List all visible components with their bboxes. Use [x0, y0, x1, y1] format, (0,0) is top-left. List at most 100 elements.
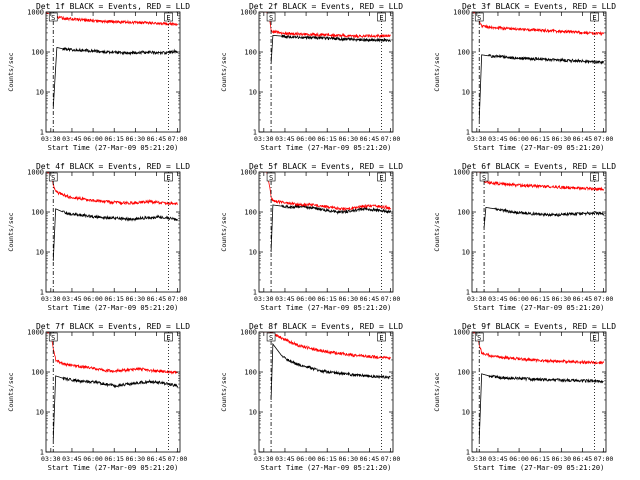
- x-tick-label: 06:00: [296, 455, 316, 463]
- x-tick-label: 06:15: [317, 135, 337, 143]
- x-tick-label: 03:45: [62, 135, 82, 143]
- x-tick-label: 07:00: [594, 135, 614, 143]
- plot-frame: [258, 331, 394, 453]
- detector-panel-1: Det 1f BLACK = Events, RED = LLD S E 1 10 100…: [7, 2, 190, 152]
- plot-frame: [471, 331, 607, 453]
- chart-title: Det 2f BLACK = Events, RED = LLD: [249, 2, 403, 11]
- svg-text:S: S: [51, 14, 55, 22]
- start-marker-label: S: [474, 12, 484, 22]
- x-axis-label: Start Time (27-Mar-09 05:21:20): [261, 304, 392, 312]
- x-axis-label: Start Time (27-Mar-09 05:21:20): [261, 144, 392, 152]
- x-tick-label: 06:15: [317, 455, 337, 463]
- x-tick-label: 06:45: [147, 295, 167, 303]
- x-axis-label: Start Time (27-Mar-09 05:21:20): [474, 304, 605, 312]
- svg-text:E: E: [379, 334, 383, 342]
- x-tick-label: 06:45: [360, 135, 380, 143]
- x-tick-label: 06:15: [530, 455, 550, 463]
- y-axis-label: Counts/sec: [220, 212, 228, 251]
- x-axis-label: Start Time (27-Mar-09 05:21:20): [48, 464, 179, 472]
- svg-text:S: S: [51, 334, 55, 342]
- y-axis-label: Counts/sec: [433, 52, 441, 91]
- x-tick-label: 06:00: [83, 455, 103, 463]
- svg-text:E: E: [379, 174, 383, 182]
- end-marker-label: E: [164, 172, 173, 182]
- svg-text:E: E: [166, 14, 170, 22]
- x-tick-label: 07:00: [168, 455, 188, 463]
- start-marker-label: S: [474, 332, 484, 342]
- end-marker-label: E: [377, 172, 386, 182]
- y-tick-label: 100: [244, 49, 257, 57]
- detector-panel-4: Det 4f BLACK = Events, RED = LLD S E 1 10 100…: [7, 162, 190, 312]
- x-tick-label: 03:45: [275, 295, 295, 303]
- x-axis-label: Start Time (27-Mar-09 05:21:20): [48, 304, 179, 312]
- detector-panel-3: Det 3f BLACK = Events, RED = LLD S E 1 10 100…: [433, 2, 616, 152]
- y-tick-label: 10: [249, 249, 257, 257]
- chart-title: Det 9f BLACK = Events, RED = LLD: [462, 322, 616, 331]
- x-tick-label: 06:15: [104, 295, 124, 303]
- x-tick-label: 03:30: [254, 295, 274, 303]
- series-events: [52, 208, 178, 261]
- x-tick-label: 06:45: [147, 135, 167, 143]
- svg-text:E: E: [379, 14, 383, 22]
- x-tick-label: 06:30: [552, 455, 572, 463]
- x-tick-label: 03:30: [41, 295, 61, 303]
- x-tick-label: 06:15: [530, 135, 550, 143]
- start-marker-label: S: [48, 332, 58, 342]
- series-events: [270, 342, 391, 400]
- y-tick-label: 1000: [27, 9, 44, 17]
- y-tick-label: 1: [466, 289, 470, 297]
- series-events: [483, 206, 604, 228]
- end-marker-label: E: [590, 332, 599, 342]
- svg-text:S: S: [269, 334, 273, 342]
- y-tick-label: 100: [457, 49, 470, 57]
- y-tick-label: 1000: [27, 169, 44, 177]
- x-tick-label: 06:00: [509, 135, 529, 143]
- chart-title: Det 8f BLACK = Events, RED = LLD: [249, 322, 403, 331]
- end-marker-label: E: [590, 172, 599, 182]
- x-axis-label: Start Time (27-Mar-09 05:21:20): [474, 144, 605, 152]
- y-axis-label: Counts/sec: [7, 52, 15, 91]
- y-tick-label: 1: [253, 449, 257, 457]
- x-tick-label: 06:15: [317, 295, 337, 303]
- y-tick-label: 100: [244, 369, 257, 377]
- y-tick-label: 1000: [240, 169, 257, 177]
- series-lld: [46, 12, 178, 27]
- x-tick-label: 07:00: [594, 295, 614, 303]
- svg-text:S: S: [477, 334, 481, 342]
- series-events: [478, 373, 604, 440]
- x-tick-label: 03:45: [275, 455, 295, 463]
- chart-title: Det 1f BLACK = Events, RED = LLD: [36, 2, 190, 11]
- start-marker-label: S: [266, 172, 276, 182]
- plot-frame: [45, 11, 181, 133]
- detector-panel-8: Det 8f BLACK = Events, RED = LLD S E 1 10 100…: [220, 322, 403, 472]
- x-tick-label: 06:30: [339, 135, 359, 143]
- x-tick-label: 03:45: [62, 295, 82, 303]
- y-tick-label: 1000: [453, 169, 470, 177]
- plot-frame: [471, 11, 607, 133]
- x-tick-label: 03:30: [41, 455, 61, 463]
- x-tick-label: 06:30: [339, 295, 359, 303]
- detector-panel-2: Det 2f BLACK = Events, RED = LLD S E 1 10 100…: [220, 2, 403, 152]
- y-axis-label: Counts/sec: [220, 372, 228, 411]
- svg-text:E: E: [592, 334, 596, 342]
- y-tick-label: 100: [31, 209, 44, 217]
- plot-frame: [471, 171, 607, 293]
- y-tick-label: 100: [31, 369, 44, 377]
- x-tick-label: 03:30: [467, 455, 487, 463]
- x-tick-label: 06:00: [83, 295, 103, 303]
- x-tick-label: 03:45: [488, 295, 508, 303]
- chart-title: Det 4f BLACK = Events, RED = LLD: [36, 162, 190, 171]
- start-marker-label: S: [266, 332, 276, 342]
- x-tick-label: 07:00: [381, 455, 401, 463]
- plot-frame: [45, 171, 181, 293]
- y-tick-label: 100: [31, 49, 44, 57]
- y-tick-label: 100: [457, 369, 470, 377]
- end-marker-label: E: [590, 12, 599, 22]
- x-tick-label: 06:15: [104, 135, 124, 143]
- y-axis-label: Counts/sec: [7, 372, 15, 411]
- x-tick-label: 03:30: [41, 135, 61, 143]
- end-marker-label: E: [164, 12, 173, 22]
- y-tick-label: 1000: [453, 9, 470, 17]
- y-tick-label: 10: [249, 89, 257, 97]
